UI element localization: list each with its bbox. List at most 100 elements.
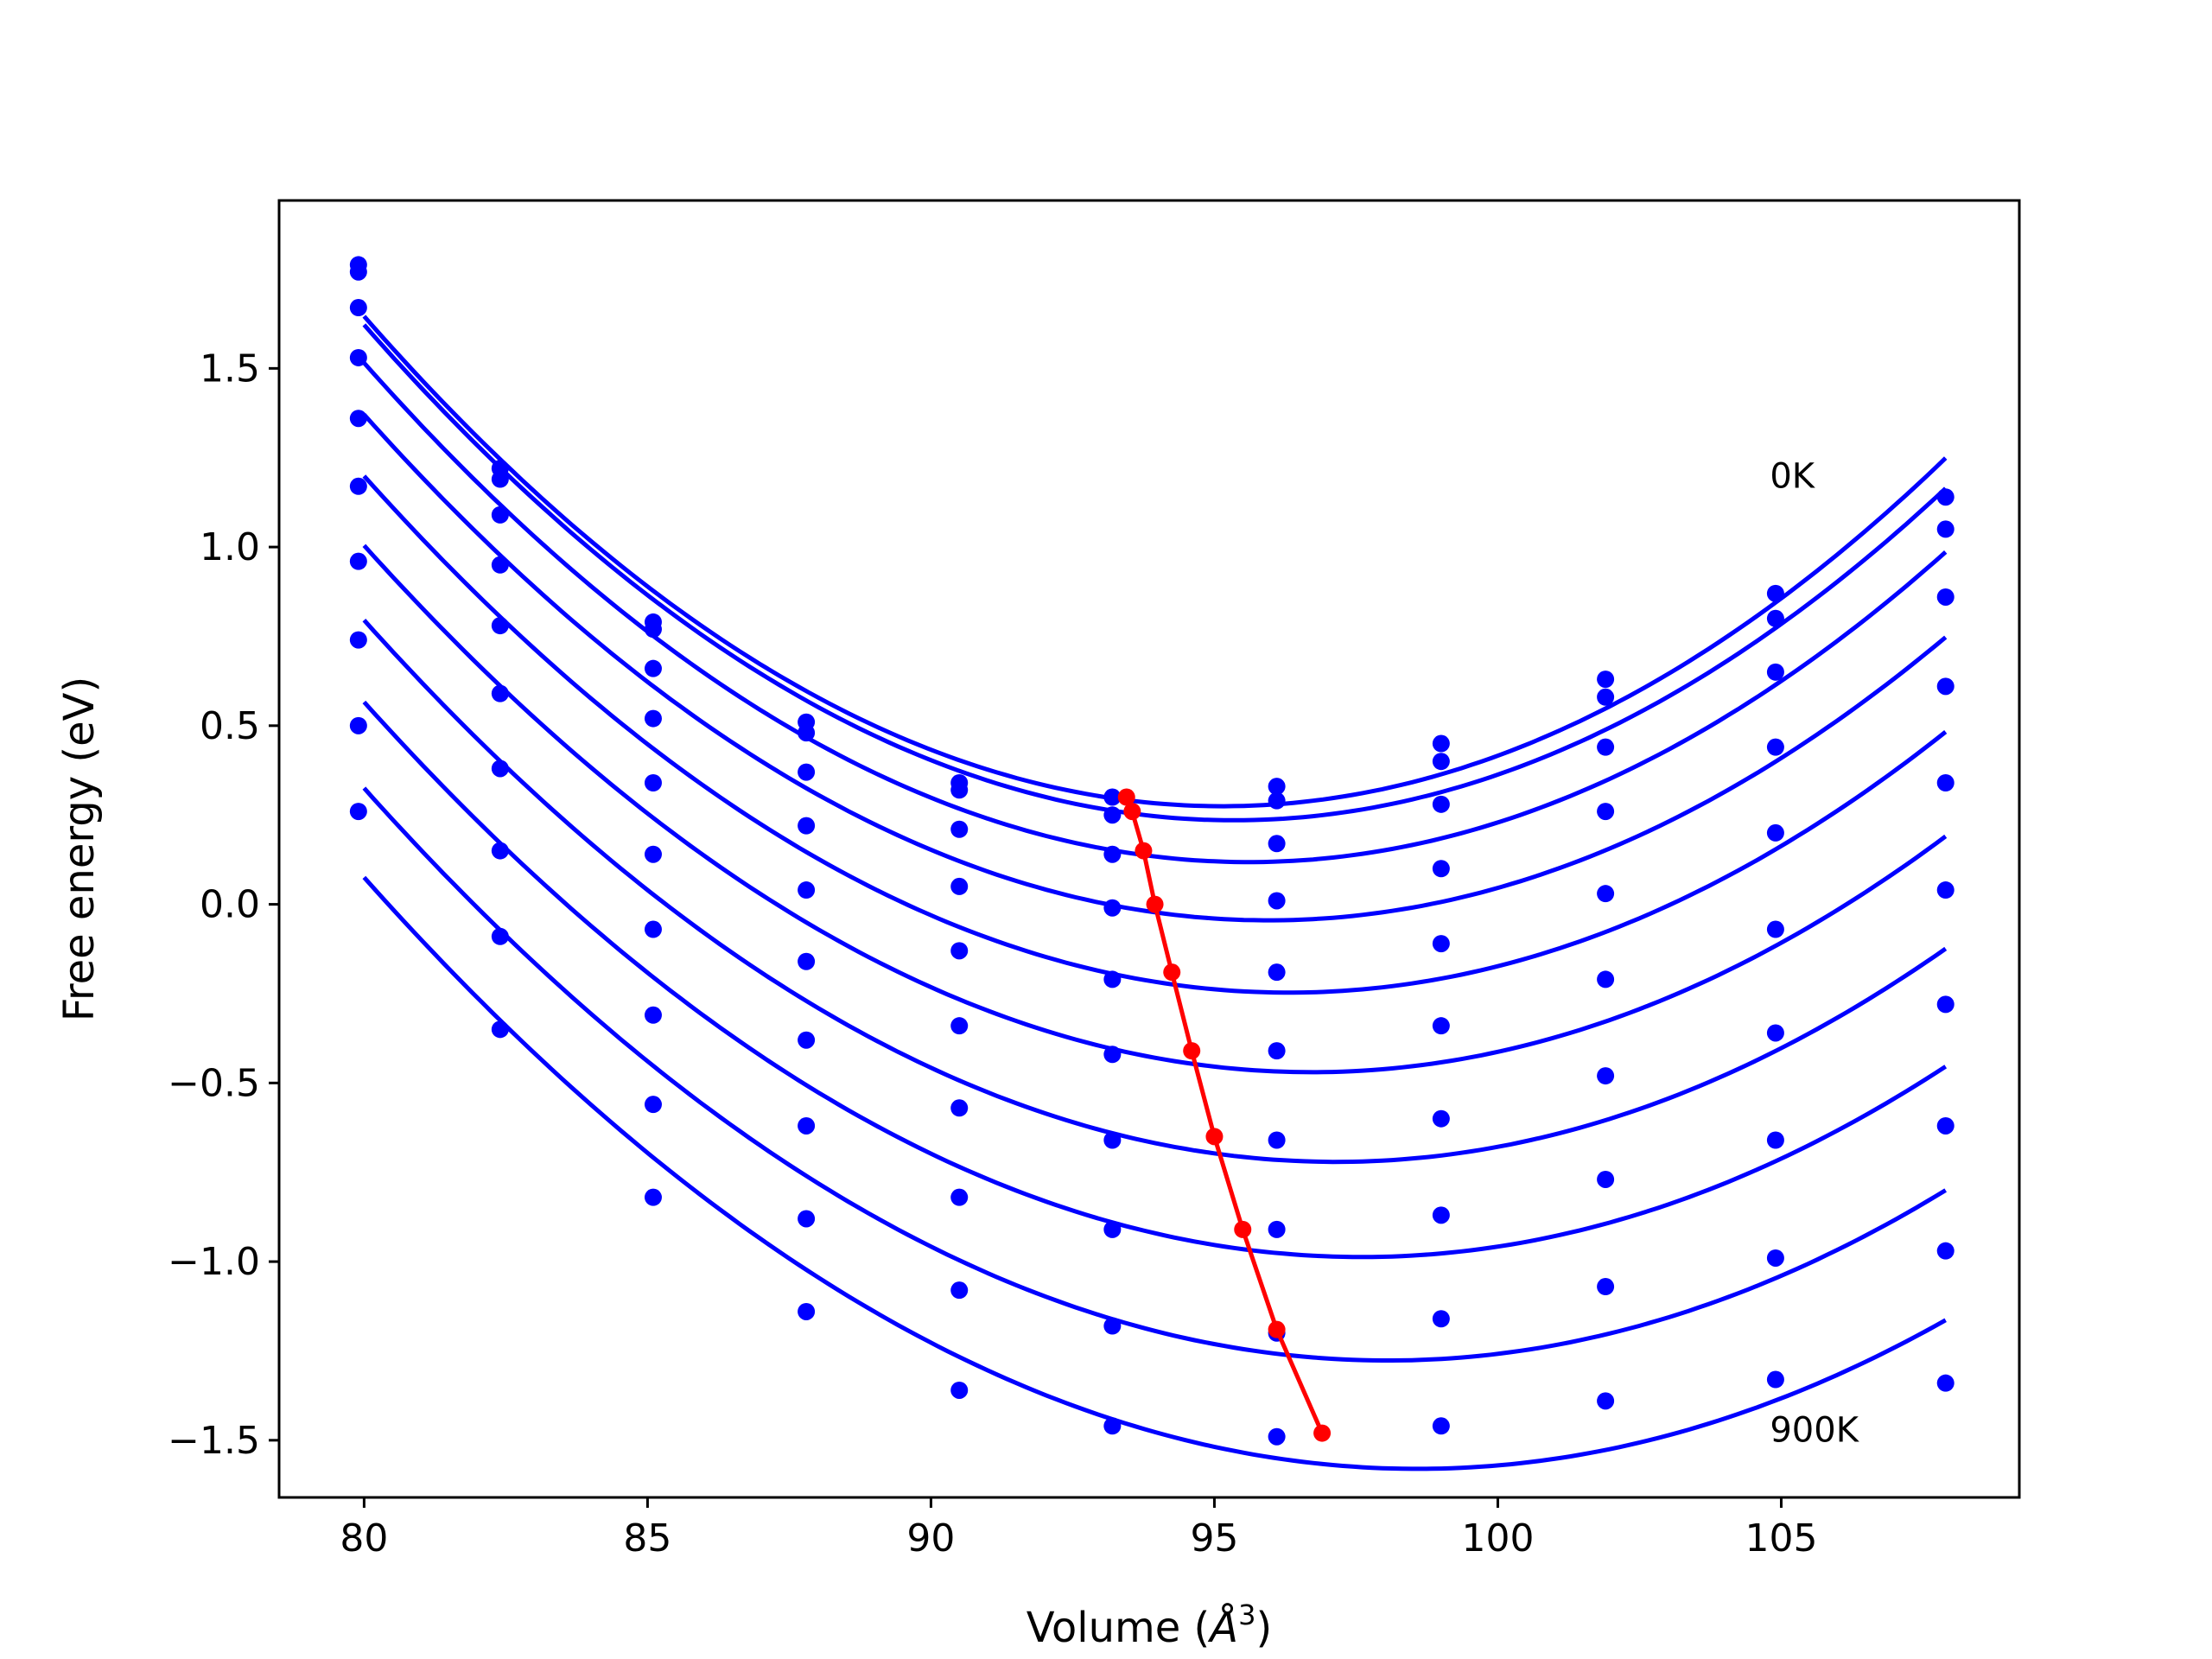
data-point-300K-0: [349, 348, 367, 366]
data-point-900K-5: [1103, 1417, 1122, 1435]
data-point-700K-1: [491, 842, 509, 860]
data-point-300K-2: [644, 709, 662, 728]
fit-curve-700K: [362, 700, 1948, 1260]
data-point-600K-1: [491, 760, 509, 778]
minimum-point-1: [1123, 803, 1141, 821]
data-point-600K-2: [644, 920, 662, 938]
data-point-900K-0: [349, 803, 367, 821]
data-point-900K-4: [950, 1381, 969, 1399]
data-point-800K-8: [1597, 1278, 1615, 1296]
data-point-500K-0: [349, 477, 367, 495]
data-point-700K-9: [1766, 1131, 1784, 1149]
data-point-700K-5: [1103, 1220, 1122, 1238]
data-point-400K-0: [349, 410, 367, 428]
data-point-400K-6: [1268, 963, 1286, 982]
data-point-0K-9: [1766, 584, 1784, 602]
data-point-500K-6: [1268, 1042, 1286, 1060]
annotation-0k: 0K: [1770, 456, 1815, 496]
data-point-900K-3: [798, 1302, 816, 1320]
data-point-600K-6: [1268, 1131, 1286, 1149]
data-point-300K-8: [1597, 803, 1615, 821]
data-point-700K-6: [1268, 1220, 1286, 1238]
data-point-200K-0: [349, 299, 367, 317]
data-point-300K-9: [1766, 738, 1784, 756]
data-point-500K-7: [1432, 1017, 1450, 1035]
data-point-200K-2: [644, 659, 662, 677]
x-axis-label-unit: Å: [1207, 1603, 1238, 1652]
fit-curve-500K: [362, 543, 1948, 1075]
data-point-200K-9: [1766, 663, 1784, 681]
data-point-0K-5: [1103, 788, 1122, 806]
data-point-900K-7: [1432, 1417, 1450, 1435]
fit-curve-400K: [362, 474, 1948, 995]
y-tick-label--1: −1.0: [168, 1240, 260, 1284]
x-tick-label-95: 95: [1190, 1516, 1238, 1560]
data-point-900K-6: [1268, 1427, 1286, 1446]
data-point-400K-5: [1103, 970, 1122, 988]
x-axis-label-suffix: ): [1255, 1604, 1272, 1652]
data-point-200K-1: [491, 505, 509, 524]
data-point-200K-6: [1268, 835, 1286, 853]
data-point-500K-9: [1766, 920, 1784, 938]
data-point-900K-8: [1597, 1392, 1615, 1410]
y-tick-label-0.5: 0.5: [200, 704, 260, 748]
x-tick-label-100: 100: [1461, 1516, 1534, 1560]
data-point-200K-5: [1103, 845, 1122, 863]
data-point-700K-4: [950, 1188, 969, 1206]
data-point-800K-9: [1766, 1249, 1784, 1267]
fit-curve-900K: [362, 875, 1947, 1471]
data-point-600K-9: [1766, 1024, 1784, 1042]
x-axis-label-exponent: 3: [1238, 1599, 1255, 1631]
data-point-300K-5: [1103, 899, 1122, 917]
data-point-400K-10: [1936, 774, 1955, 792]
data-point-900K-9: [1766, 1370, 1784, 1389]
data-point-0K-10: [1936, 488, 1955, 506]
fit-curve-200K: [362, 361, 1948, 865]
data-point-500K-2: [644, 845, 662, 863]
data-point-300K-10: [1936, 677, 1955, 696]
data-point-0K-6: [1268, 778, 1286, 796]
data-point-600K-3: [798, 1031, 816, 1049]
data-point-200K-3: [798, 763, 816, 781]
x-tick-label-85: 85: [623, 1516, 671, 1560]
data-point-800K-4: [950, 1281, 969, 1300]
data-point-100K-7: [1432, 753, 1450, 771]
fit-curve-600K: [362, 619, 1948, 1165]
data-point-700K-3: [798, 1116, 816, 1135]
data-point-200K-10: [1936, 588, 1955, 606]
fit-curve-800K: [362, 786, 1947, 1363]
data-point-300K-4: [950, 877, 969, 895]
data-point-700K-8: [1597, 1170, 1615, 1188]
data-point-300K-7: [1432, 860, 1450, 878]
data-point-800K-0: [349, 716, 367, 734]
data-point-900K-1: [491, 1020, 509, 1039]
y-axis-label: Free energy (eV): [55, 677, 104, 1021]
data-point-700K-0: [349, 631, 367, 649]
y-axis-ticks: 1.5 1.0 0.5 0.0 −0.5 −1.0 −1.5: [168, 346, 279, 1463]
minimum-point-6: [1205, 1128, 1224, 1146]
data-point-400K-4: [950, 942, 969, 960]
data-point-800K-1: [491, 927, 509, 945]
data-point-500K-3: [798, 952, 816, 970]
data-point-700K-7: [1432, 1206, 1450, 1224]
data-point-500K-10: [1936, 881, 1955, 899]
minimum-point-3: [1146, 895, 1164, 913]
data-point-400K-3: [798, 881, 816, 899]
data-point-600K-7: [1432, 1109, 1450, 1128]
x-tick-label-80: 80: [340, 1516, 388, 1560]
data-point-600K-10: [1936, 995, 1955, 1014]
fit-curves: [362, 315, 1948, 1471]
data-point-800K-3: [798, 1210, 816, 1228]
minimum-point-5: [1183, 1042, 1201, 1060]
data-point-300K-3: [798, 817, 816, 835]
y-tick-label-1: 1.0: [200, 525, 260, 569]
data-point-0K-8: [1597, 671, 1615, 689]
minimum-point-4: [1163, 963, 1181, 982]
data-point-100K-4: [950, 781, 969, 799]
data-points: [349, 256, 1955, 1446]
data-point-100K-10: [1936, 520, 1955, 538]
data-point-500K-4: [950, 1017, 969, 1035]
data-point-900K-2: [644, 1188, 662, 1206]
minimum-point-2: [1135, 842, 1153, 860]
